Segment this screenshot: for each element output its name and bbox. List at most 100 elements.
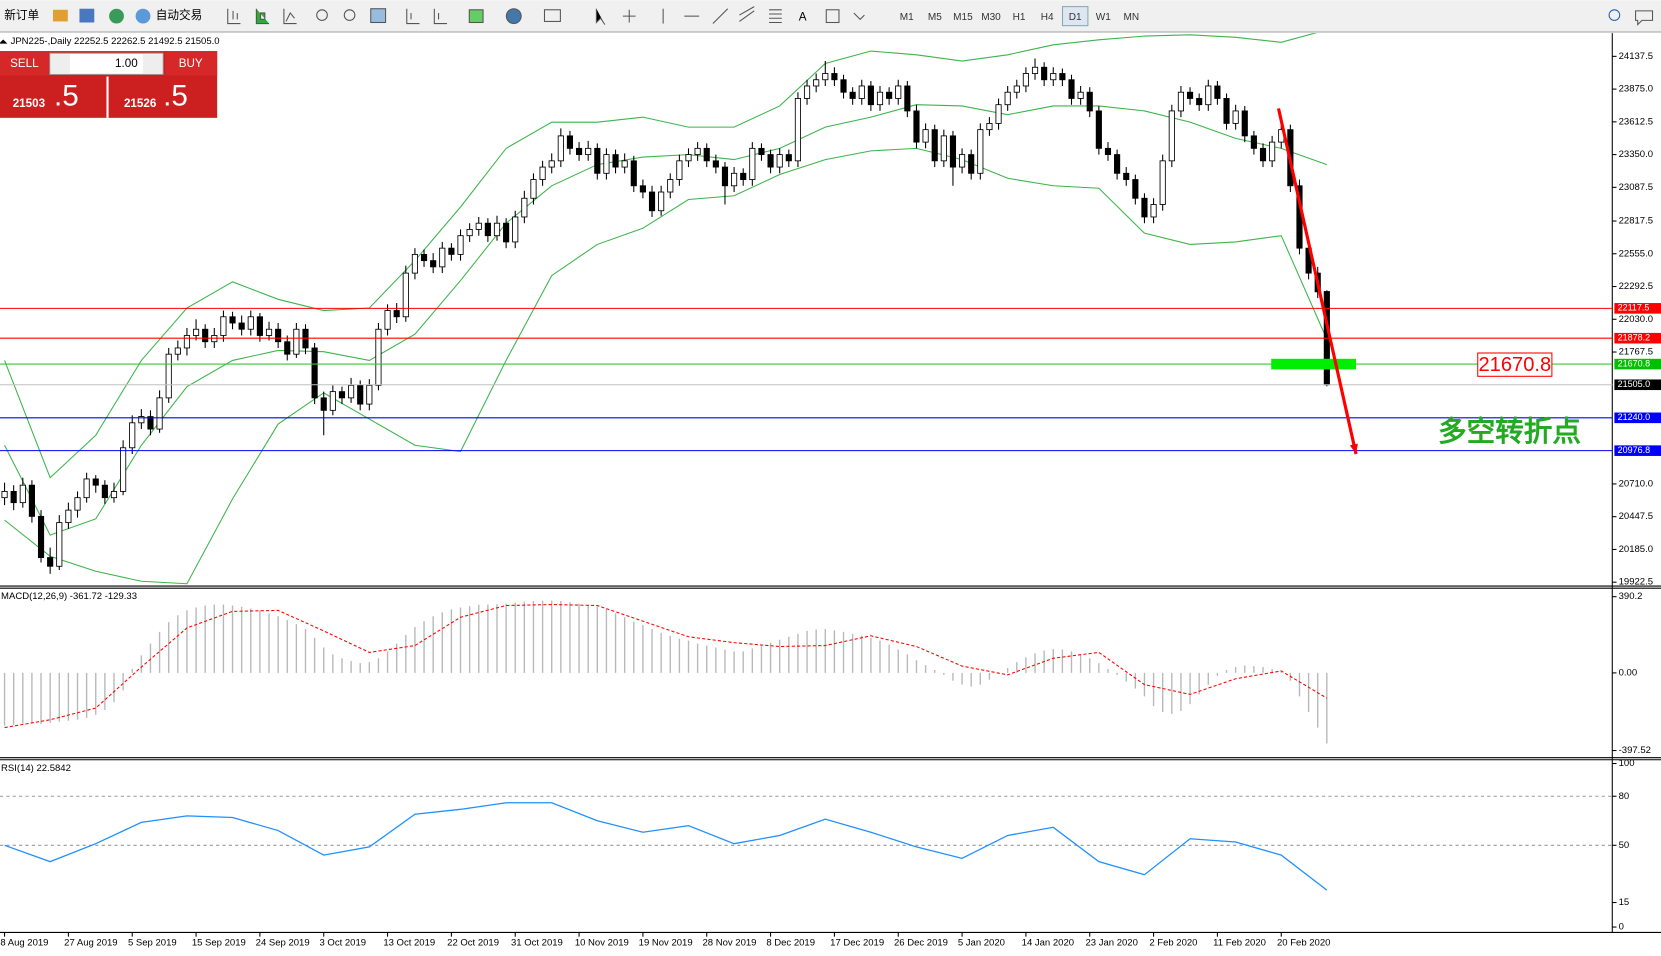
sell-pips[interactable]: .5 <box>54 80 79 113</box>
buy-label[interactable]: BUY <box>179 57 203 70</box>
candle-body <box>1250 135 1257 149</box>
timeframe-button[interactable]: MN <box>1124 12 1140 23</box>
sell-button[interactable] <box>0 51 49 76</box>
icon[interactable] <box>227 8 241 25</box>
collapse-icon[interactable] <box>0 39 8 44</box>
candle-body <box>1214 85 1221 99</box>
x-tick-label: 13 Oct 2019 <box>383 938 435 949</box>
candle-body <box>192 328 200 336</box>
timeframe-button[interactable]: H4 <box>1041 12 1054 23</box>
candle-body <box>10 491 17 504</box>
icon[interactable] <box>316 9 328 21</box>
toolbar <box>0 0 1661 33</box>
lots-down[interactable] <box>50 54 70 74</box>
timeframe-button[interactable]: M5 <box>928 12 942 23</box>
icon[interactable] <box>622 9 636 23</box>
timeframe-button[interactable]: W1 <box>1096 12 1111 23</box>
x-tick-label: 20 Feb 2020 <box>1277 938 1330 949</box>
x-tick-label: 19 Nov 2019 <box>639 938 693 949</box>
icon[interactable] <box>255 8 270 25</box>
icon[interactable] <box>109 8 124 24</box>
candle-body <box>612 154 619 168</box>
candle-body <box>676 160 683 180</box>
icon[interactable] <box>343 9 356 21</box>
icon[interactable] <box>853 12 865 21</box>
y-tick-label: 50 <box>1619 840 1630 851</box>
timeframe-button[interactable]: M15 <box>953 12 973 23</box>
arrow-head <box>1349 443 1358 455</box>
timeframe-bar: M1 M5 M15 M30 H1 H4 D1 W1 MN <box>900 6 1140 27</box>
y-tick-label: 100 <box>1619 758 1635 769</box>
icon[interactable] <box>595 8 606 25</box>
candle-body <box>28 484 35 517</box>
candle-body <box>703 147 710 162</box>
timeframe-button[interactable]: M30 <box>981 12 1001 23</box>
candle-body <box>156 397 163 430</box>
x-tick-label: 17 Dec 2019 <box>830 938 884 949</box>
icon[interactable] <box>79 8 95 23</box>
sell-price[interactable]: 21503 <box>13 97 46 110</box>
timeframe-button[interactable]: M1 <box>900 12 914 23</box>
lots-up[interactable] <box>143 54 163 74</box>
timeframe-active[interactable] <box>1061 6 1089 27</box>
new-order-button[interactable]: 新订单 <box>4 8 39 22</box>
auto-trade-button[interactable]: 自动交易 <box>156 8 203 22</box>
trend-arrow <box>1276 108 1358 455</box>
icon[interactable] <box>825 9 840 24</box>
x-tick-label: 8 Dec 2019 <box>766 938 815 949</box>
icon[interactable] <box>739 6 755 22</box>
candle-body <box>566 135 574 149</box>
candle-body <box>202 328 209 343</box>
candle-body <box>101 484 108 499</box>
buy-pips[interactable]: .5 <box>163 80 188 113</box>
price-callout-box <box>1477 352 1553 377</box>
candle-body <box>639 185 646 193</box>
candle-body <box>712 160 719 168</box>
icon[interactable] <box>52 9 68 22</box>
icon[interactable] <box>370 8 387 24</box>
candle-body <box>384 310 391 330</box>
candle-body <box>1004 91 1011 106</box>
icon[interactable] <box>712 8 729 24</box>
candle-body <box>1223 98 1230 124</box>
search-icon[interactable] <box>1608 9 1621 21</box>
icon[interactable] <box>468 9 484 24</box>
price-tag <box>1614 379 1661 391</box>
candle-body <box>247 316 254 330</box>
candle-body <box>1159 160 1166 205</box>
timeframe-button[interactable]: D1 <box>1069 12 1082 23</box>
icon[interactable] <box>135 8 151 24</box>
candle-body <box>1232 110 1239 124</box>
x-tick-label: 5 Sep 2019 <box>128 938 177 949</box>
lots-value[interactable]: 1.00 <box>115 57 138 70</box>
icon[interactable] <box>406 8 420 25</box>
text-tool[interactable]: A <box>799 10 807 23</box>
icon[interactable] <box>769 9 782 24</box>
x-tick-label: 15 Sep 2019 <box>192 938 246 949</box>
macd-signal <box>4 604 1328 729</box>
buy-button[interactable] <box>165 51 218 76</box>
icon[interactable] <box>283 8 297 25</box>
buy-price[interactable]: 21526 <box>124 97 157 110</box>
candle-body <box>1141 197 1148 218</box>
timeframe-button[interactable]: H1 <box>1013 12 1026 23</box>
candle-body <box>803 85 811 99</box>
icon[interactable] <box>543 9 561 22</box>
icon[interactable] <box>505 8 522 25</box>
sell-label[interactable]: SELL <box>10 57 39 70</box>
lots-input[interactable] <box>49 52 164 75</box>
candle-body <box>19 484 26 504</box>
candle-body <box>1259 147 1267 162</box>
y-tick-label: 21767.5 <box>1619 347 1653 358</box>
candle-body <box>940 135 947 162</box>
candle-body <box>174 347 181 355</box>
x-tick-label: 26 Dec 2019 <box>894 938 948 949</box>
chat-icon[interactable] <box>1635 10 1654 26</box>
icon[interactable] <box>433 8 448 25</box>
candle-body <box>831 73 838 81</box>
candle-body <box>813 79 820 87</box>
candle-body <box>603 154 610 174</box>
candle-body <box>1022 73 1029 87</box>
x-tick-label: 8 Aug 2019 <box>0 938 48 949</box>
candle-body <box>986 122 993 131</box>
